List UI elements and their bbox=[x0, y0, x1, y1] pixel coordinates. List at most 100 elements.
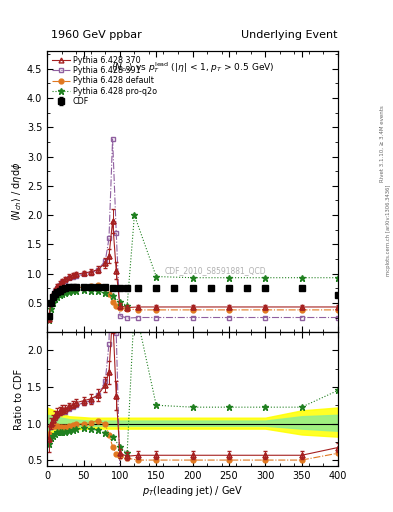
Pythia 6.428 pro-q2o bbox=[190, 274, 195, 281]
Pythia 6.428 370 bbox=[81, 270, 86, 276]
Pythia 6.428 default bbox=[107, 291, 111, 297]
Pythia 6.428 391 bbox=[57, 282, 62, 288]
Pythia 6.428 default bbox=[190, 307, 195, 313]
Pythia 6.428 370 bbox=[74, 271, 79, 278]
Text: Underlying Event: Underlying Event bbox=[241, 30, 338, 40]
Pythia 6.428 391 bbox=[55, 285, 60, 291]
Pythia 6.428 default bbox=[57, 289, 62, 295]
Line: Pythia 6.428 pro-q2o: Pythia 6.428 pro-q2o bbox=[45, 211, 342, 324]
Pythia 6.428 default bbox=[110, 298, 115, 305]
Line: Pythia 6.428 default: Pythia 6.428 default bbox=[46, 283, 340, 321]
Pythia 6.428 370 bbox=[51, 292, 55, 298]
Pythia 6.428 default bbox=[48, 301, 53, 307]
Pythia 6.428 370 bbox=[125, 305, 130, 311]
Pythia 6.428 391 bbox=[263, 314, 268, 321]
Pythia 6.428 370 bbox=[118, 303, 122, 309]
Pythia 6.428 370 bbox=[66, 273, 72, 280]
Pythia 6.428 391 bbox=[154, 314, 159, 321]
Pythia 6.428 default bbox=[51, 295, 55, 301]
Pythia 6.428 pro-q2o bbox=[55, 294, 60, 300]
Pythia 6.428 default bbox=[53, 292, 57, 298]
Pythia 6.428 391 bbox=[88, 270, 93, 276]
Pythia 6.428 pro-q2o bbox=[57, 292, 62, 298]
Pythia 6.428 default bbox=[118, 305, 122, 311]
Pythia 6.428 default bbox=[336, 307, 340, 313]
Pythia 6.428 default bbox=[154, 307, 159, 313]
Y-axis label: Ratio to CDF: Ratio to CDF bbox=[14, 369, 24, 430]
Pythia 6.428 pro-q2o bbox=[96, 288, 101, 294]
Pythia 6.428 370 bbox=[114, 268, 119, 274]
Pythia 6.428 default bbox=[66, 286, 72, 292]
Pythia 6.428 370 bbox=[299, 304, 304, 310]
Pythia 6.428 391 bbox=[59, 280, 64, 286]
Pythia 6.428 391 bbox=[96, 266, 101, 272]
Pythia 6.428 default bbox=[96, 282, 101, 288]
Pythia 6.428 default bbox=[74, 285, 79, 291]
Legend: Pythia 6.428 370, Pythia 6.428 391, Pythia 6.428 default, Pythia 6.428 pro-q2o, : Pythia 6.428 370, Pythia 6.428 391, Pyth… bbox=[51, 55, 158, 106]
Pythia 6.428 391 bbox=[125, 315, 130, 321]
Pythia 6.428 default bbox=[88, 284, 93, 290]
Text: $\langle N_{ch}\rangle$ vs $p_T^{\mathrm{lead}}$ ($|\eta|$ < 1, $p_T$ > 0.5 GeV): $\langle N_{ch}\rangle$ vs $p_T^{\mathrm… bbox=[111, 59, 274, 75]
Pythia 6.428 370 bbox=[227, 304, 231, 310]
Pythia 6.428 391 bbox=[81, 271, 86, 278]
Pythia 6.428 default bbox=[299, 307, 304, 313]
Pythia 6.428 pro-q2o bbox=[53, 296, 57, 303]
Pythia 6.428 391 bbox=[53, 288, 57, 294]
Pythia 6.428 default bbox=[59, 288, 64, 294]
Pythia 6.428 default bbox=[263, 307, 268, 313]
Pythia 6.428 pro-q2o bbox=[299, 274, 304, 281]
Pythia 6.428 pro-q2o bbox=[132, 212, 137, 218]
Pythia 6.428 pro-q2o bbox=[154, 273, 159, 280]
Pythia 6.428 370 bbox=[59, 278, 64, 284]
Pythia 6.428 pro-q2o bbox=[63, 290, 68, 296]
Pythia 6.428 default bbox=[70, 285, 75, 291]
Pythia 6.428 default bbox=[103, 285, 108, 291]
Pythia 6.428 370 bbox=[110, 218, 115, 224]
Pythia 6.428 391 bbox=[299, 314, 304, 321]
X-axis label: $p_T$(leading jet) / GeV: $p_T$(leading jet) / GeV bbox=[142, 483, 243, 498]
Pythia 6.428 default bbox=[46, 315, 51, 321]
Line: Pythia 6.428 370: Pythia 6.428 370 bbox=[46, 219, 340, 322]
Pythia 6.428 370 bbox=[96, 266, 101, 272]
Pythia 6.428 370 bbox=[336, 304, 340, 310]
Pythia 6.428 370 bbox=[70, 272, 75, 279]
Pythia 6.428 default bbox=[63, 287, 68, 293]
Pythia 6.428 pro-q2o bbox=[51, 300, 55, 306]
Pythia 6.428 391 bbox=[70, 274, 75, 280]
Pythia 6.428 391 bbox=[66, 275, 72, 282]
Pythia 6.428 default bbox=[55, 290, 60, 296]
Pythia 6.428 370 bbox=[136, 304, 140, 310]
Pythia 6.428 391 bbox=[74, 273, 79, 279]
Pythia 6.428 391 bbox=[107, 236, 111, 242]
Pythia 6.428 default bbox=[125, 306, 130, 312]
Pythia 6.428 pro-q2o bbox=[88, 288, 93, 294]
Pythia 6.428 pro-q2o bbox=[125, 303, 130, 309]
Pythia 6.428 391 bbox=[103, 258, 108, 264]
Pythia 6.428 default bbox=[136, 307, 140, 313]
Pythia 6.428 pro-q2o bbox=[48, 306, 53, 312]
Text: CDF_2010_S8591881_QCD: CDF_2010_S8591881_QCD bbox=[165, 266, 266, 275]
Pythia 6.428 370 bbox=[154, 304, 159, 310]
Pythia 6.428 pro-q2o bbox=[110, 293, 115, 299]
Text: mcplots.cern.ch [arXiv:1306.3436]: mcplots.cern.ch [arXiv:1306.3436] bbox=[386, 185, 391, 276]
Pythia 6.428 pro-q2o bbox=[103, 290, 108, 296]
Pythia 6.428 370 bbox=[263, 304, 268, 310]
Pythia 6.428 370 bbox=[103, 260, 108, 266]
Text: Rivet 3.1.10, ≥ 3.4M events: Rivet 3.1.10, ≥ 3.4M events bbox=[380, 105, 384, 182]
Pythia 6.428 pro-q2o bbox=[227, 274, 231, 281]
Pythia 6.428 pro-q2o bbox=[66, 289, 72, 295]
Pythia 6.428 370 bbox=[53, 287, 57, 293]
Pythia 6.428 391 bbox=[63, 278, 68, 284]
Pythia 6.428 pro-q2o bbox=[118, 298, 122, 305]
Pythia 6.428 370 bbox=[55, 284, 60, 290]
Pythia 6.428 391 bbox=[51, 293, 55, 300]
Pythia 6.428 370 bbox=[57, 281, 62, 287]
Pythia 6.428 pro-q2o bbox=[263, 274, 268, 281]
Pythia 6.428 391 bbox=[136, 314, 140, 321]
Pythia 6.428 391 bbox=[114, 229, 119, 236]
Pythia 6.428 370 bbox=[107, 253, 111, 259]
Pythia 6.428 pro-q2o bbox=[81, 287, 86, 293]
Pythia 6.428 391 bbox=[336, 314, 340, 321]
Pythia 6.428 391 bbox=[227, 314, 231, 321]
Pythia 6.428 370 bbox=[63, 276, 68, 282]
